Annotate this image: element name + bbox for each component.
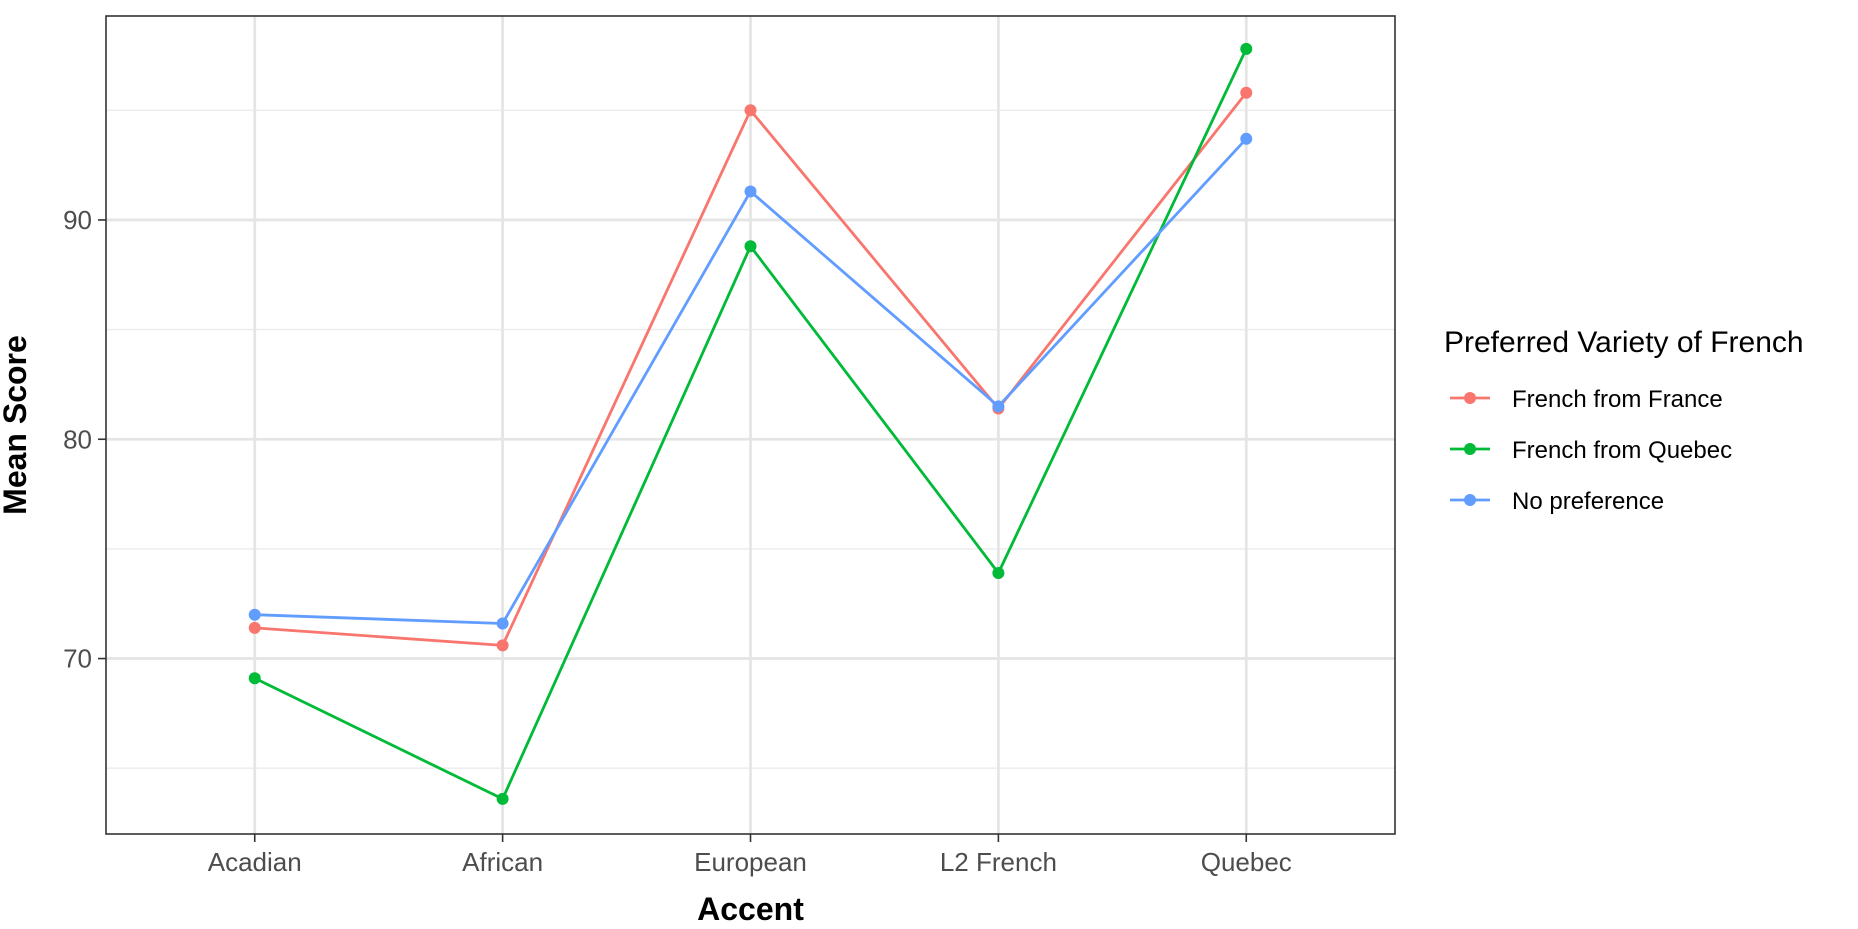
legend-label: No preference (1512, 488, 1664, 515)
x-axis: Acadian African European L2 French Quebec (208, 834, 1292, 877)
data-point (496, 639, 509, 652)
x-tick-label: L2 French (940, 847, 1057, 877)
data-point (496, 792, 509, 805)
y-axis-title: Mean Score (0, 335, 33, 515)
legend-label: French from Quebec (1512, 437, 1732, 464)
y-axis: 70 80 90 (63, 205, 106, 674)
x-axis-title: Accent (697, 891, 804, 927)
data-point (1240, 132, 1253, 145)
y-tick-label: 80 (63, 424, 92, 454)
legend-label: French from France (1512, 386, 1723, 413)
data-point (744, 240, 757, 253)
legend-item: No preference (1450, 488, 1664, 515)
data-point (496, 617, 509, 630)
x-tick-label: African (462, 847, 543, 877)
x-tick-label: European (694, 847, 807, 877)
data-point (248, 608, 261, 621)
legend-key-point (1464, 494, 1476, 506)
data-point (248, 621, 261, 634)
data-point (992, 400, 1005, 413)
series-lines (248, 42, 1253, 805)
legend: Preferred Variety of French French from … (1444, 326, 1804, 515)
series-no-preference (248, 132, 1253, 630)
legend-key-point (1464, 392, 1476, 404)
data-point (744, 185, 757, 198)
x-tick-label: Acadian (208, 847, 302, 877)
legend-item: French from France (1450, 386, 1723, 413)
legend-item: French from Quebec (1450, 437, 1732, 464)
y-tick-label: 70 (63, 644, 92, 674)
x-tick-label: Quebec (1201, 847, 1292, 877)
data-point (744, 104, 757, 117)
series-french-from-quebec (248, 42, 1253, 805)
y-tick-label: 90 (63, 205, 92, 235)
grid (106, 16, 1395, 834)
data-point (992, 567, 1005, 580)
data-point (248, 672, 261, 685)
data-point (1240, 42, 1253, 55)
data-point (1240, 86, 1253, 99)
legend-key-point (1464, 443, 1476, 455)
legend-title: Preferred Variety of French (1444, 326, 1804, 359)
